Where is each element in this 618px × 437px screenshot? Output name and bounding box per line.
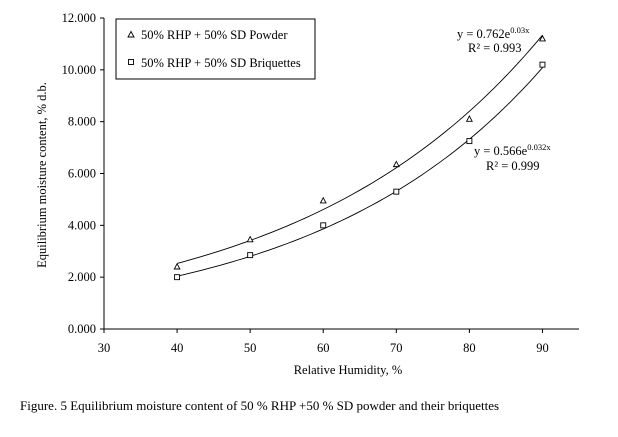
y-tick-label: 4.000: [68, 218, 96, 232]
legend: 50% RHP + 50% SD Powder 50% RHP + 50% SD…: [115, 18, 316, 80]
equation-powder-formula: y = 0.762e0.03x: [457, 25, 530, 41]
y-axis-ticks: 0.000 2.000 4.000 6.000 8.000 10.000 12.000: [62, 11, 104, 336]
x-axis-label: Relative Humidity, %: [294, 363, 403, 377]
equation-powder-r2: R² = 0.993: [468, 41, 522, 55]
x-tick-label: 60: [317, 341, 330, 355]
y-tick-label: 2.000: [68, 270, 96, 284]
equation-briquettes-formula: y = 0.566e0.032x: [474, 142, 551, 158]
data-point-briquettes: [466, 138, 473, 145]
y-tick-label: 6.000: [68, 167, 96, 181]
equation-powder: y = 0.762e0.03x R² = 0.993: [457, 25, 530, 55]
data-point-briquettes: [247, 252, 254, 259]
y-axis-label: Equilibrium moisture content, % d.b.: [35, 82, 49, 268]
data-point-powder: [465, 115, 473, 122]
x-tick-label: 80: [463, 341, 476, 355]
data-point-powder: [319, 196, 327, 204]
y-tick-label: 0.000: [68, 322, 96, 336]
x-tick-label: 40: [171, 341, 184, 355]
y-tick-label: 10.000: [62, 63, 96, 77]
trendline-series-1: [176, 34, 543, 264]
data-point-powder: [538, 34, 547, 42]
data-point-briquettes: [174, 274, 181, 281]
data-point-powder: [173, 262, 181, 270]
y-tick-label: 12.000: [62, 11, 96, 25]
x-tick-label: 70: [390, 341, 403, 355]
data-point-briquettes: [393, 188, 400, 195]
equation-briquettes-r2: R² = 0.999: [486, 159, 540, 173]
legend-label-briquettes: 50% RHP + 50% SD Briquettes: [141, 56, 301, 70]
data-point-briquettes: [320, 222, 327, 229]
data-point-powder: [392, 160, 400, 168]
legend-triangle-marker: [127, 30, 135, 38]
trendline-series-2: [176, 67, 543, 277]
figure-caption: Figure. 5 Equilibrium moisture content o…: [20, 398, 500, 413]
data-point-powder: [246, 235, 254, 243]
x-tick-label: 90: [536, 341, 549, 355]
y-tick-label: 8.000: [68, 115, 96, 129]
legend-label-powder: 50% RHP + 50% SD Powder: [141, 28, 288, 42]
equation-briquettes: y = 0.566e0.032x R² = 0.999: [474, 142, 551, 173]
legend-square-marker: [128, 59, 134, 65]
trendlines: [176, 34, 543, 277]
x-tick-label: 50: [244, 341, 257, 355]
data-points: [173, 34, 547, 281]
x-axis-ticks: 30 40 50 60 70 80 90: [98, 329, 549, 355]
data-point-briquettes: [539, 61, 546, 68]
x-tick-label: 30: [98, 341, 111, 355]
legend-box: [115, 18, 316, 80]
